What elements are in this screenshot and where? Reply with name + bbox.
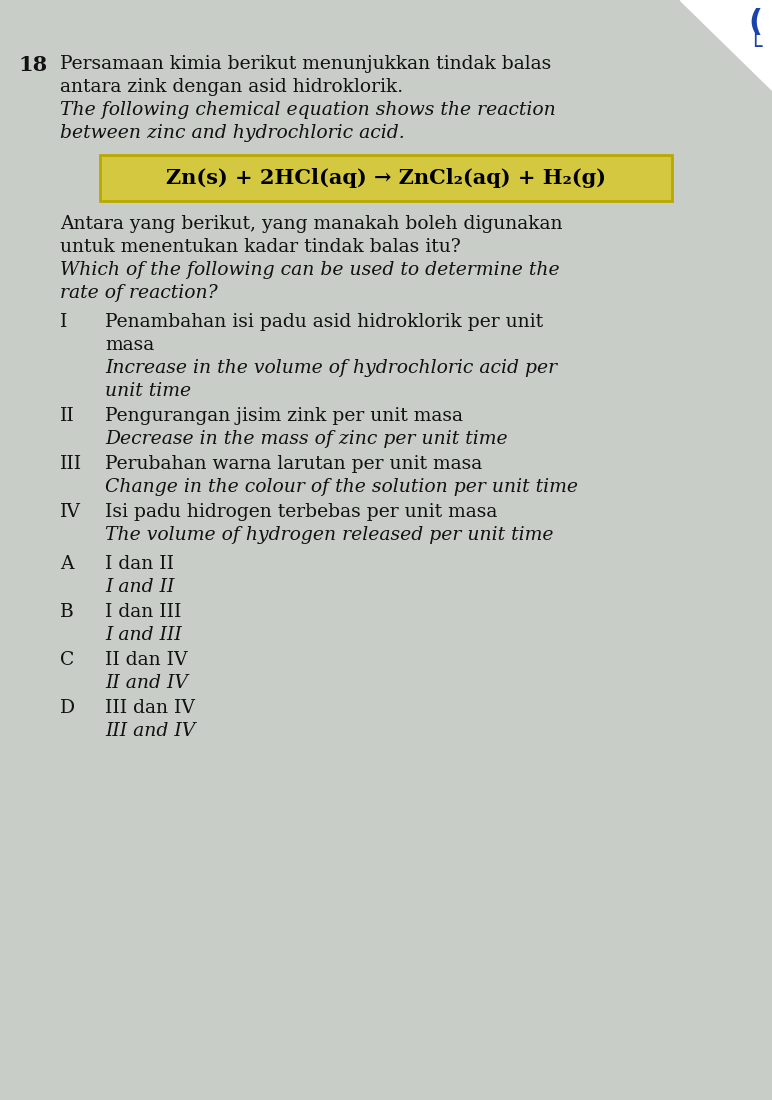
Text: └: └ — [749, 39, 762, 58]
Text: I dan III: I dan III — [105, 603, 181, 622]
Text: D: D — [60, 698, 75, 717]
Polygon shape — [680, 0, 772, 90]
Text: (: ( — [748, 8, 762, 37]
Text: untuk menentukan kadar tindak balas itu?: untuk menentukan kadar tindak balas itu? — [60, 238, 461, 256]
Text: I dan II: I dan II — [105, 556, 174, 573]
Text: III: III — [60, 455, 82, 473]
Text: II: II — [60, 407, 75, 425]
Text: I and II: I and II — [105, 578, 174, 596]
Text: I and III: I and III — [105, 626, 181, 644]
Text: Decrease in the mass of zinc per unit time: Decrease in the mass of zinc per unit ti… — [105, 430, 508, 448]
Text: A: A — [60, 556, 73, 573]
Text: unit time: unit time — [105, 382, 191, 400]
Text: The following chemical equation shows the reaction: The following chemical equation shows th… — [60, 101, 556, 119]
Text: Pengurangan jisim zink per unit masa: Pengurangan jisim zink per unit masa — [105, 407, 463, 425]
Text: Penambahan isi padu asid hidroklorik per unit: Penambahan isi padu asid hidroklorik per… — [105, 314, 543, 331]
Text: II dan IV: II dan IV — [105, 651, 188, 669]
Text: II and IV: II and IV — [105, 674, 188, 692]
Text: IV: IV — [60, 503, 81, 521]
Text: B: B — [60, 603, 74, 622]
Text: 18: 18 — [18, 55, 47, 75]
Text: masa: masa — [105, 336, 154, 354]
Text: III dan IV: III dan IV — [105, 698, 195, 717]
Text: III and IV: III and IV — [105, 722, 195, 740]
FancyBboxPatch shape — [100, 155, 672, 201]
Text: C: C — [60, 651, 74, 669]
Text: Persamaan kimia berikut menunjukkan tindak balas: Persamaan kimia berikut menunjukkan tind… — [60, 55, 551, 73]
Text: between zinc and hydrochloric acid.: between zinc and hydrochloric acid. — [60, 124, 405, 142]
Text: Increase in the volume of hydrochloric acid per: Increase in the volume of hydrochloric a… — [105, 359, 557, 377]
Text: Antara yang berikut, yang manakah boleh digunakan: Antara yang berikut, yang manakah boleh … — [60, 214, 563, 233]
Text: Isi padu hidrogen terbebas per unit masa: Isi padu hidrogen terbebas per unit masa — [105, 503, 497, 521]
Text: Change in the colour of the solution per unit time: Change in the colour of the solution per… — [105, 478, 578, 496]
Text: Zn(s) + 2HCl(aq) → ZnCl₂(aq) + H₂(g): Zn(s) + 2HCl(aq) → ZnCl₂(aq) + H₂(g) — [166, 168, 606, 188]
Text: antara zink dengan asid hidroklorik.: antara zink dengan asid hidroklorik. — [60, 78, 403, 96]
Text: rate of reaction?: rate of reaction? — [60, 284, 218, 302]
Text: I: I — [60, 314, 67, 331]
Text: The volume of hydrogen released per unit time: The volume of hydrogen released per unit… — [105, 526, 554, 544]
Text: Which of the following can be used to determine the: Which of the following can be used to de… — [60, 261, 560, 279]
Text: Perubahan warna larutan per unit masa: Perubahan warna larutan per unit masa — [105, 455, 482, 473]
